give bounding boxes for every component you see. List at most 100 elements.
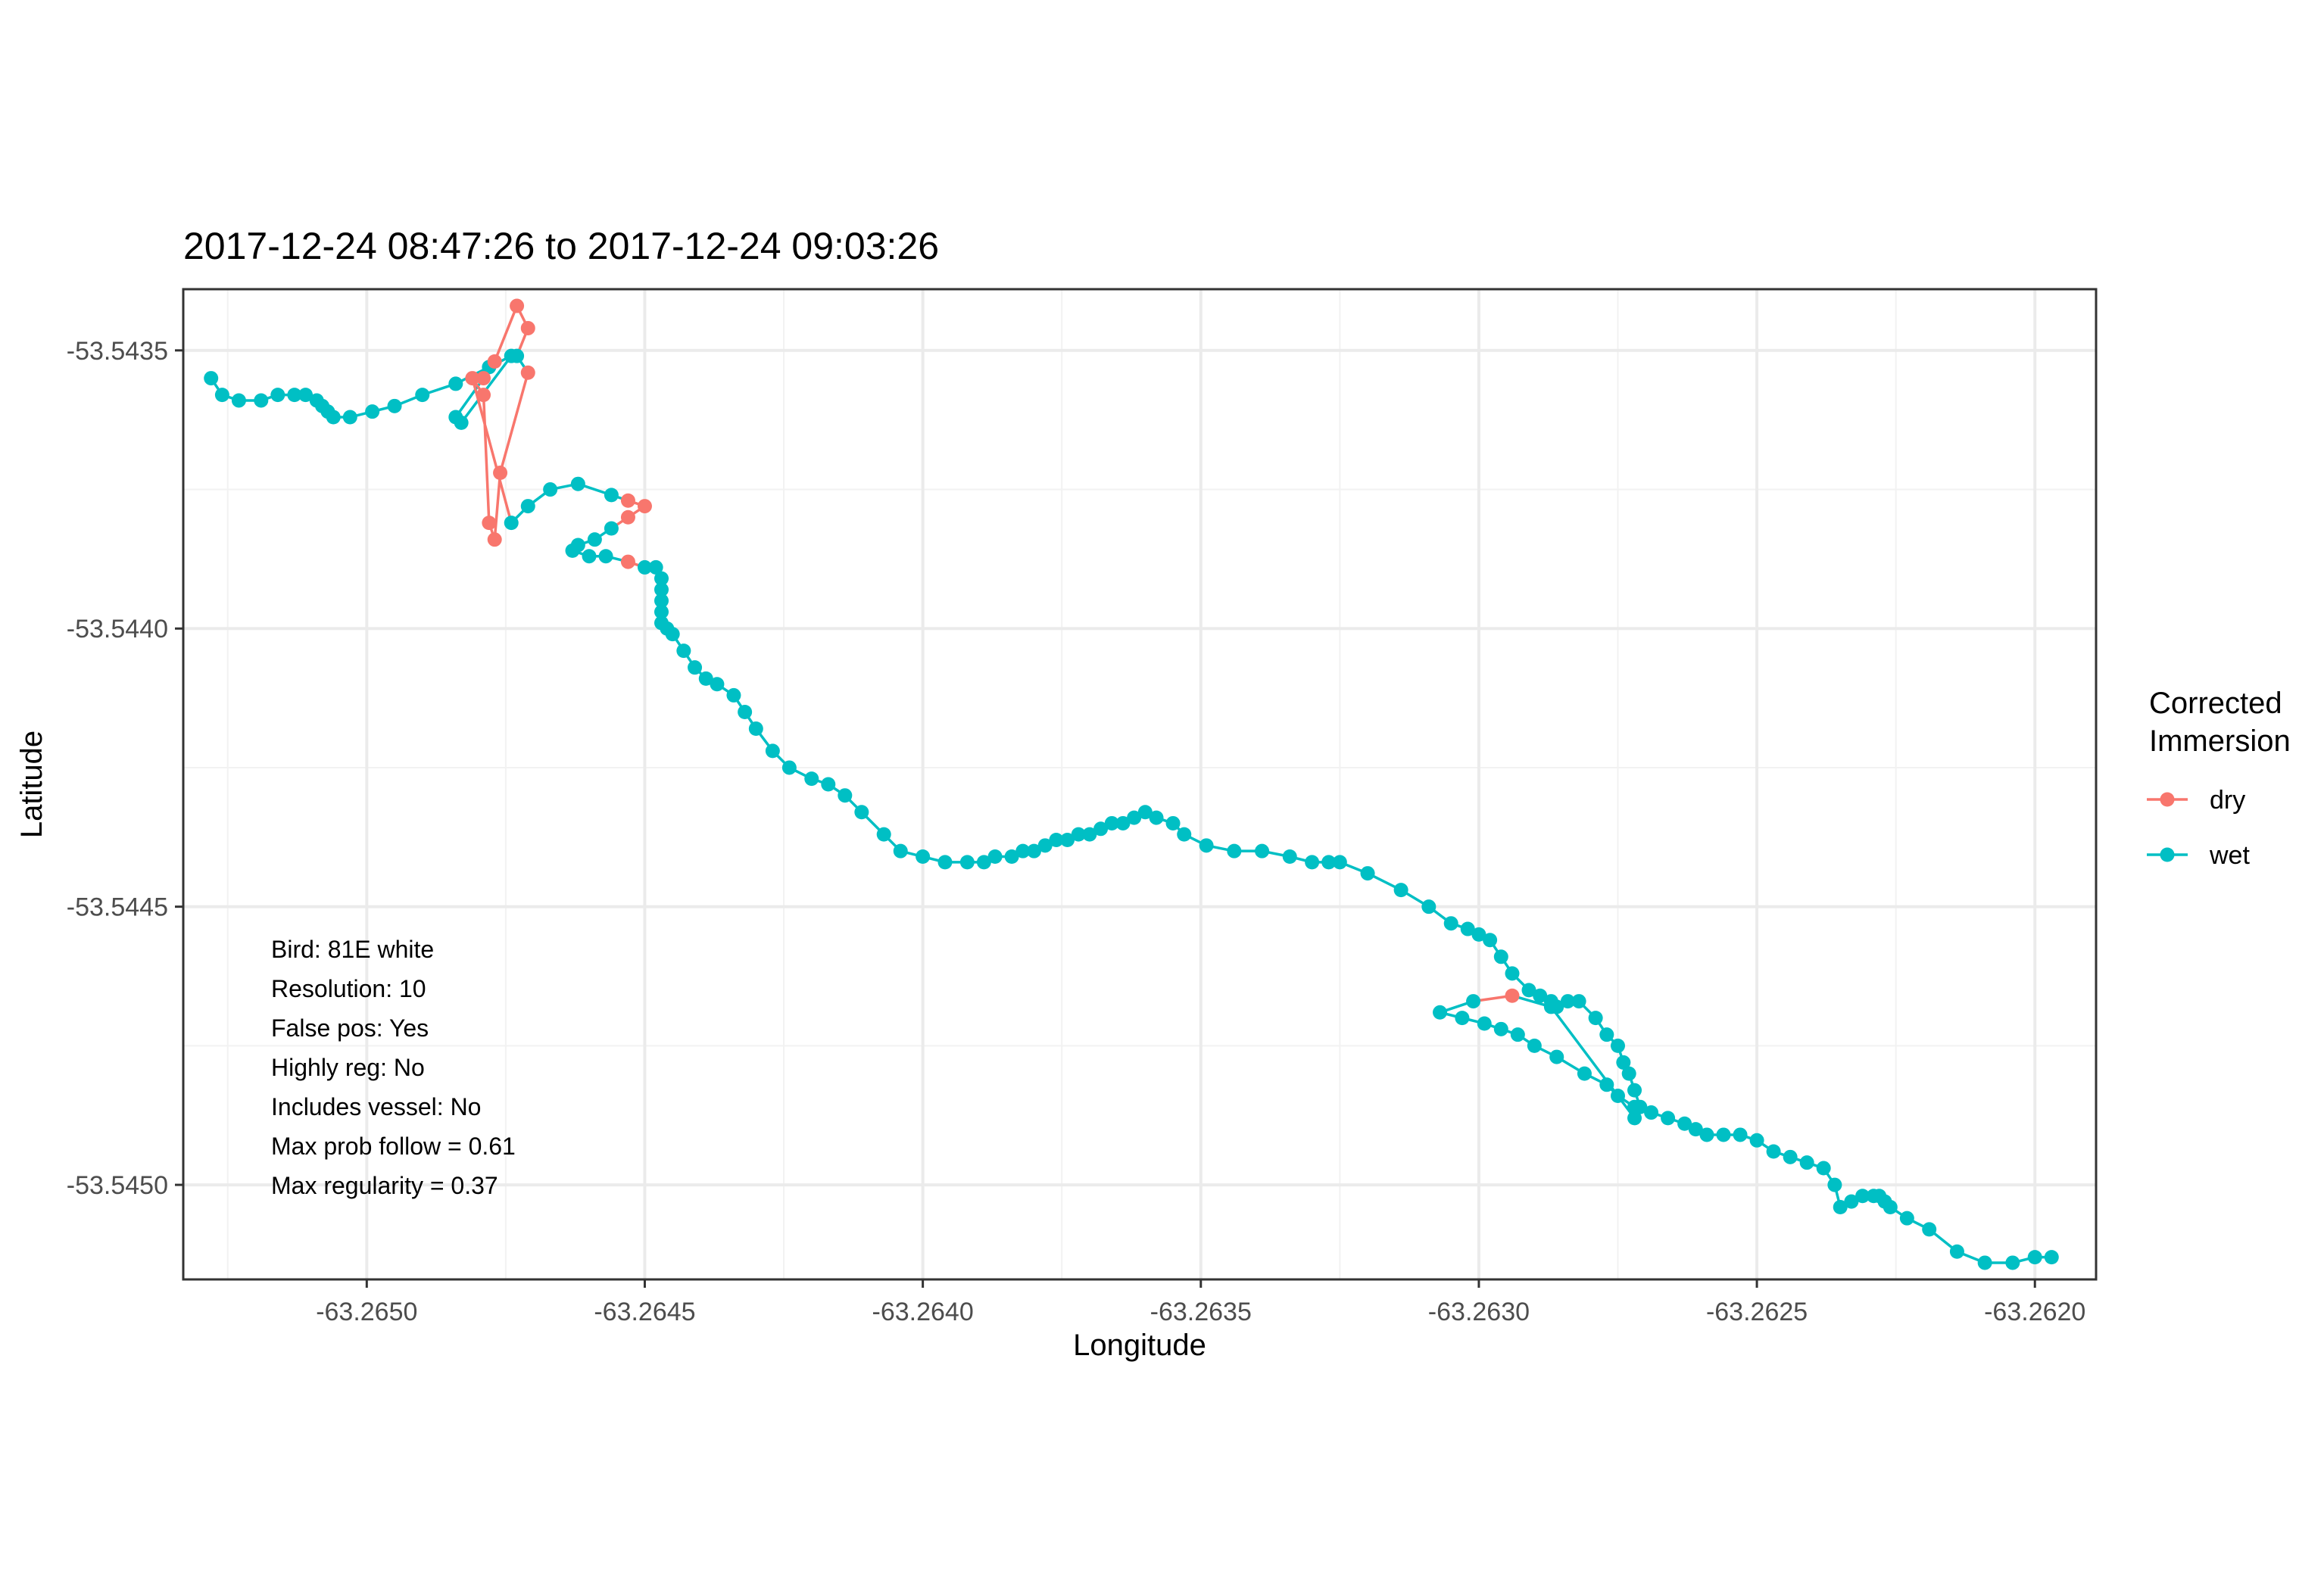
legend-title-line-1: Corrected: [2149, 687, 2282, 720]
annotation-line: Highly reg: No: [271, 1054, 425, 1081]
track-segment-dry: [493, 471, 502, 541]
track-point-wet: [1026, 843, 1041, 858]
track-point-dry: [487, 532, 502, 547]
track-point-wet: [598, 549, 613, 564]
track-point-dry: [620, 493, 635, 508]
track-point-wet: [1827, 1177, 1842, 1192]
track-point-wet: [688, 660, 703, 675]
chart-title: 2017-12-24 08:47:26 to 2017-12-24 09:03:…: [183, 225, 939, 267]
track-point-wet: [570, 476, 585, 491]
track-point-wet: [342, 410, 357, 425]
track-point-wet: [1015, 843, 1031, 858]
track-point-wet: [654, 604, 669, 619]
track-point-wet: [2005, 1255, 2020, 1270]
track-point-wet: [1571, 994, 1586, 1009]
track-point-wet: [665, 627, 680, 642]
track-point-dry: [493, 465, 508, 480]
track-point-wet: [1483, 933, 1498, 948]
track-point-wet: [1611, 1038, 1625, 1053]
track-point-wet: [1588, 1011, 1603, 1026]
track-point-wet: [1177, 827, 1192, 842]
track-point-wet: [1093, 821, 1109, 837]
track-point-wet: [1688, 1122, 1703, 1137]
track-point-wet: [1199, 838, 1214, 853]
track-point-wet: [582, 549, 597, 564]
track-point-wet: [1621, 1066, 1636, 1081]
annotation-line: Includes vessel: No: [271, 1093, 481, 1120]
track-point-wet: [1471, 927, 1486, 942]
track-point-wet: [937, 855, 953, 870]
track-point-wet: [1749, 1133, 1764, 1148]
track-point-wet: [604, 488, 619, 503]
track-point-wet: [587, 532, 602, 547]
track-point-wet: [1493, 949, 1508, 964]
x-tick-label: -63.2645: [594, 1298, 695, 1326]
track-point-wet: [1493, 1021, 1508, 1036]
track-point-wet: [448, 376, 463, 391]
track-point-wet: [415, 388, 430, 403]
track-point-wet: [1521, 983, 1536, 998]
track-point-wet: [1071, 827, 1086, 842]
track-point-wet: [1677, 1116, 1692, 1131]
major-gridlines: [183, 289, 2096, 1279]
annotation-line: Max prob follow = 0.61: [271, 1133, 516, 1160]
track-point-wet: [1577, 1066, 1592, 1081]
track-point-wet: [676, 643, 691, 659]
x-tick-label: -63.2630: [1428, 1298, 1530, 1326]
legend-entries: dry wet: [2147, 786, 2250, 870]
track-point-wet: [1833, 1199, 1848, 1214]
track-point-wet: [287, 388, 302, 403]
x-tick-label: -63.2650: [316, 1298, 417, 1326]
track-point-wet: [710, 677, 725, 692]
track-point-wet: [1332, 855, 1347, 870]
track-point-wet: [854, 805, 869, 820]
track-point-dry: [476, 388, 491, 403]
track-point-wet: [1466, 994, 1481, 1009]
track-point-wet: [654, 571, 669, 586]
y-tick-label: -53.5445: [67, 893, 168, 922]
track-point-dry: [476, 371, 491, 386]
track-point-wet: [1004, 849, 1019, 865]
track-point-wet: [1255, 843, 1270, 858]
track-point-wet: [648, 559, 663, 575]
track-point-wet: [765, 743, 780, 759]
track-point-wet: [1455, 1011, 1470, 1026]
track-point-wet: [876, 827, 891, 842]
track-point-wet: [1627, 1099, 1642, 1114]
track-point-wet: [1855, 1189, 1870, 1204]
track-segment-dry: [471, 376, 513, 525]
track-point-dry: [637, 499, 652, 514]
track-point-wet: [1165, 815, 1181, 830]
track-point-wet: [204, 371, 219, 386]
legend-label: wet: [2209, 841, 2250, 870]
track-point-dry: [482, 516, 497, 531]
legend-key-point: [2160, 792, 2175, 807]
track-point-wet: [654, 582, 669, 597]
track-point-wet: [1533, 988, 1548, 1003]
track-point-dry: [620, 509, 635, 525]
x-tick-label: -63.2625: [1706, 1298, 1808, 1326]
track-point-wet: [804, 771, 819, 787]
track-point-wet: [976, 855, 991, 870]
track-point-wet: [698, 671, 713, 686]
track-point-wet: [781, 760, 797, 775]
track-point-wet: [520, 499, 535, 514]
track-point-dry: [1505, 988, 1520, 1003]
x-axis: -63.2650 -63.2645 -63.2640 -63.2635 -63.2630…: [316, 1279, 2085, 1326]
annotation-line: False pos: Yes: [271, 1014, 429, 1042]
track-point-wet: [959, 855, 975, 870]
track-point-wet: [1799, 1155, 1814, 1170]
legend-label: dry: [2210, 786, 2245, 815]
track-point-wet: [1661, 1111, 1676, 1126]
track-point-wet: [1527, 1038, 1542, 1053]
track-segment-wet: [454, 376, 485, 419]
track-point-wet: [1321, 855, 1337, 870]
track-point-wet: [214, 388, 229, 403]
track-point-wet: [1977, 1255, 1992, 1270]
track-point-wet: [365, 404, 380, 419]
track-point-wet: [1433, 1005, 1448, 1020]
track-point-wet: [1104, 815, 1119, 830]
track-segment-dry: [493, 304, 519, 363]
track-point-dry: [465, 371, 480, 386]
